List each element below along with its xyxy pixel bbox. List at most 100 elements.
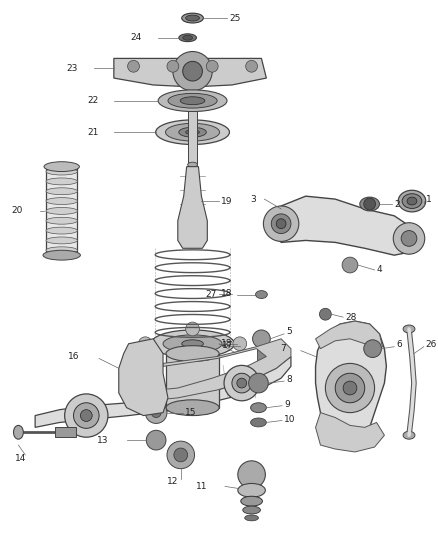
Ellipse shape	[179, 127, 206, 137]
Ellipse shape	[407, 197, 417, 205]
Ellipse shape	[398, 190, 426, 212]
Polygon shape	[35, 357, 291, 427]
Circle shape	[127, 60, 139, 72]
Ellipse shape	[151, 330, 234, 358]
Text: 3: 3	[251, 195, 256, 204]
Ellipse shape	[166, 400, 219, 416]
Ellipse shape	[166, 346, 219, 361]
Polygon shape	[178, 167, 207, 248]
Circle shape	[65, 394, 108, 437]
Bar	[46, 167, 78, 255]
Ellipse shape	[186, 15, 199, 21]
Circle shape	[271, 214, 291, 233]
Circle shape	[342, 257, 358, 273]
Text: 21: 21	[88, 128, 99, 136]
Bar	[55, 427, 77, 437]
Bar	[187, 110, 198, 165]
Ellipse shape	[179, 34, 197, 42]
Text: 20: 20	[11, 206, 22, 215]
Ellipse shape	[14, 425, 23, 439]
Ellipse shape	[187, 162, 198, 167]
Ellipse shape	[182, 340, 203, 348]
Polygon shape	[315, 321, 382, 351]
Ellipse shape	[241, 496, 262, 506]
Circle shape	[173, 52, 212, 91]
Text: 19: 19	[221, 197, 233, 206]
Circle shape	[174, 448, 187, 462]
Text: 5: 5	[286, 327, 292, 336]
Ellipse shape	[43, 251, 81, 260]
Ellipse shape	[251, 418, 266, 427]
Text: 18: 18	[221, 339, 233, 348]
Polygon shape	[274, 196, 414, 255]
Circle shape	[151, 408, 161, 417]
Polygon shape	[119, 339, 168, 416]
Text: 15: 15	[185, 408, 196, 417]
Circle shape	[364, 198, 375, 210]
Ellipse shape	[163, 335, 222, 353]
Ellipse shape	[158, 90, 227, 111]
Ellipse shape	[251, 403, 266, 413]
Circle shape	[186, 322, 199, 336]
Circle shape	[232, 373, 251, 393]
Text: 8: 8	[286, 375, 292, 384]
Circle shape	[74, 403, 99, 429]
Ellipse shape	[166, 123, 219, 141]
Text: 1: 1	[426, 195, 431, 204]
Circle shape	[138, 337, 152, 351]
Text: 25: 25	[229, 13, 240, 22]
Ellipse shape	[46, 168, 78, 175]
Ellipse shape	[46, 227, 78, 234]
Text: 13: 13	[97, 435, 109, 445]
Circle shape	[145, 402, 167, 423]
Text: 9: 9	[284, 400, 290, 409]
Bar	[166, 353, 219, 408]
Ellipse shape	[46, 188, 78, 195]
Ellipse shape	[46, 207, 78, 214]
Circle shape	[249, 373, 268, 393]
Text: 11: 11	[196, 482, 207, 491]
Circle shape	[167, 441, 194, 469]
Ellipse shape	[255, 290, 267, 298]
Bar	[258, 348, 265, 366]
Circle shape	[81, 410, 92, 422]
Text: 7: 7	[280, 344, 286, 353]
Text: 22: 22	[88, 96, 99, 105]
Circle shape	[183, 61, 202, 81]
Ellipse shape	[245, 515, 258, 521]
Text: 6: 6	[396, 340, 402, 349]
Circle shape	[224, 366, 259, 401]
Ellipse shape	[46, 178, 78, 185]
Circle shape	[325, 364, 374, 413]
Ellipse shape	[243, 506, 261, 514]
Circle shape	[146, 430, 166, 450]
Text: 24: 24	[130, 33, 141, 42]
Ellipse shape	[403, 325, 415, 333]
Ellipse shape	[360, 197, 379, 211]
Ellipse shape	[403, 431, 415, 439]
Text: 4: 4	[377, 265, 382, 274]
Circle shape	[206, 60, 218, 72]
Ellipse shape	[238, 483, 265, 497]
Text: 23: 23	[66, 64, 78, 72]
Circle shape	[364, 340, 381, 358]
Text: 26: 26	[426, 340, 437, 349]
Ellipse shape	[402, 193, 422, 208]
Text: 14: 14	[15, 454, 26, 463]
Circle shape	[319, 308, 331, 320]
Text: 2: 2	[394, 199, 400, 208]
Circle shape	[167, 60, 179, 72]
Circle shape	[335, 373, 365, 403]
Circle shape	[393, 223, 425, 254]
Circle shape	[238, 461, 265, 488]
Ellipse shape	[46, 247, 78, 254]
Ellipse shape	[46, 198, 78, 205]
Circle shape	[134, 366, 157, 390]
Circle shape	[253, 330, 270, 348]
Text: 17: 17	[222, 341, 233, 350]
Polygon shape	[315, 321, 386, 447]
Ellipse shape	[183, 35, 193, 40]
Circle shape	[246, 60, 258, 72]
Polygon shape	[315, 413, 385, 452]
Circle shape	[233, 337, 247, 351]
